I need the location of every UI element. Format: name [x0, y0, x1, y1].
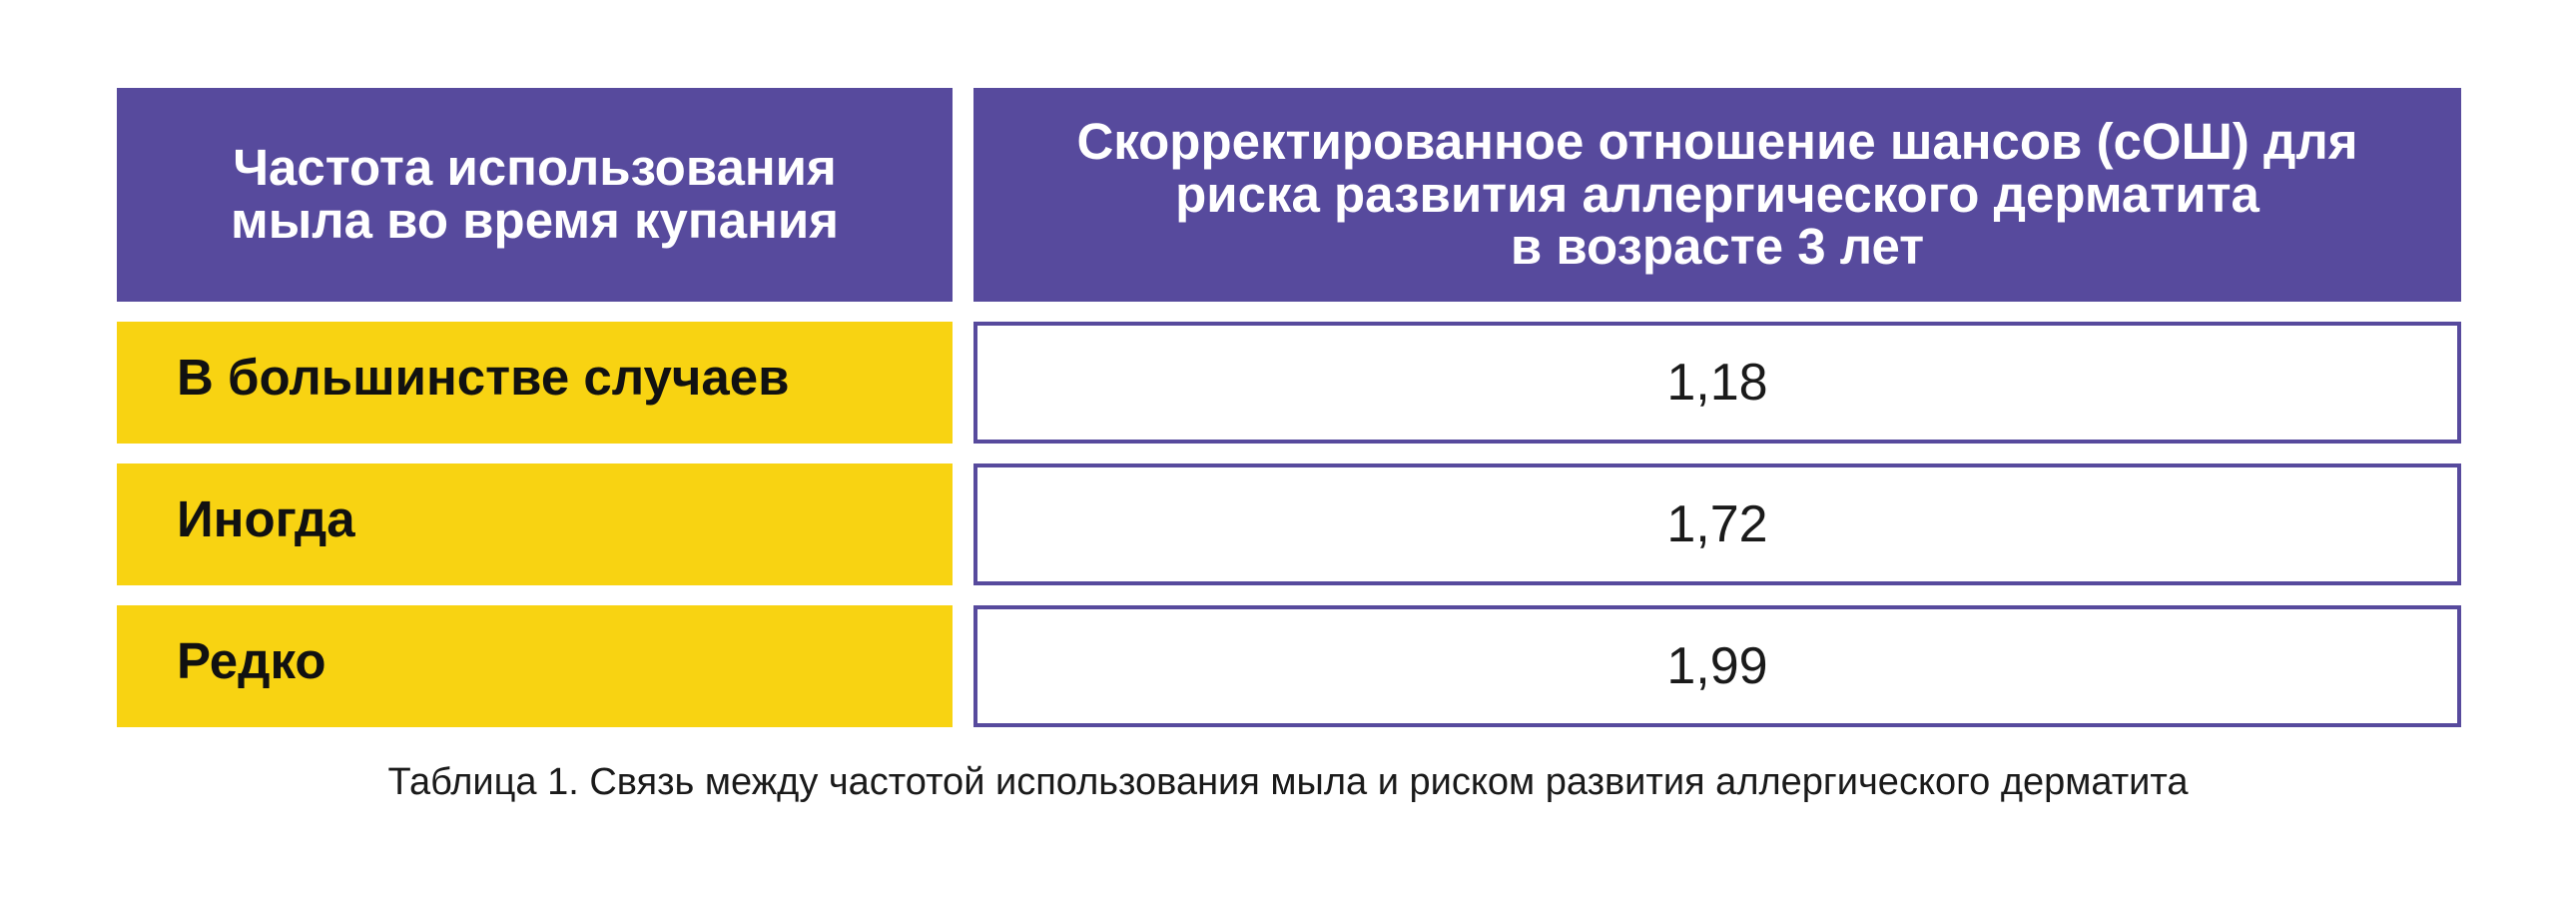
header-odds-ratio-text: Скорректированное отношение шансов (сОШ)…	[1076, 113, 2358, 276]
table-caption: Таблица 1. Связь между частотой использо…	[387, 761, 2189, 803]
table-row: В большинстве случаев 1,18	[117, 322, 2461, 444]
row-value: 1,72	[973, 463, 2461, 585]
table-header-row: Частота использования мыла во время купа…	[117, 88, 2461, 302]
header-cell-frequency: Частота использования мыла во время купа…	[117, 88, 953, 302]
row-label: Иногда	[117, 463, 953, 585]
table-row: Редко 1,99	[117, 605, 2461, 727]
row-label: Редко	[117, 605, 953, 727]
header-cell-odds-ratio: Скорректированное отношение шансов (сОШ)…	[973, 88, 2461, 302]
row-label: В большинстве случаев	[117, 322, 953, 444]
row-value: 1,99	[973, 605, 2461, 727]
odds-ratio-table: Частота использования мыла во время купа…	[117, 88, 2461, 747]
table-row: Иногда 1,72	[117, 463, 2461, 585]
header-frequency-text: Частота использования мыла во время купа…	[230, 139, 840, 249]
row-value: 1,18	[973, 322, 2461, 444]
